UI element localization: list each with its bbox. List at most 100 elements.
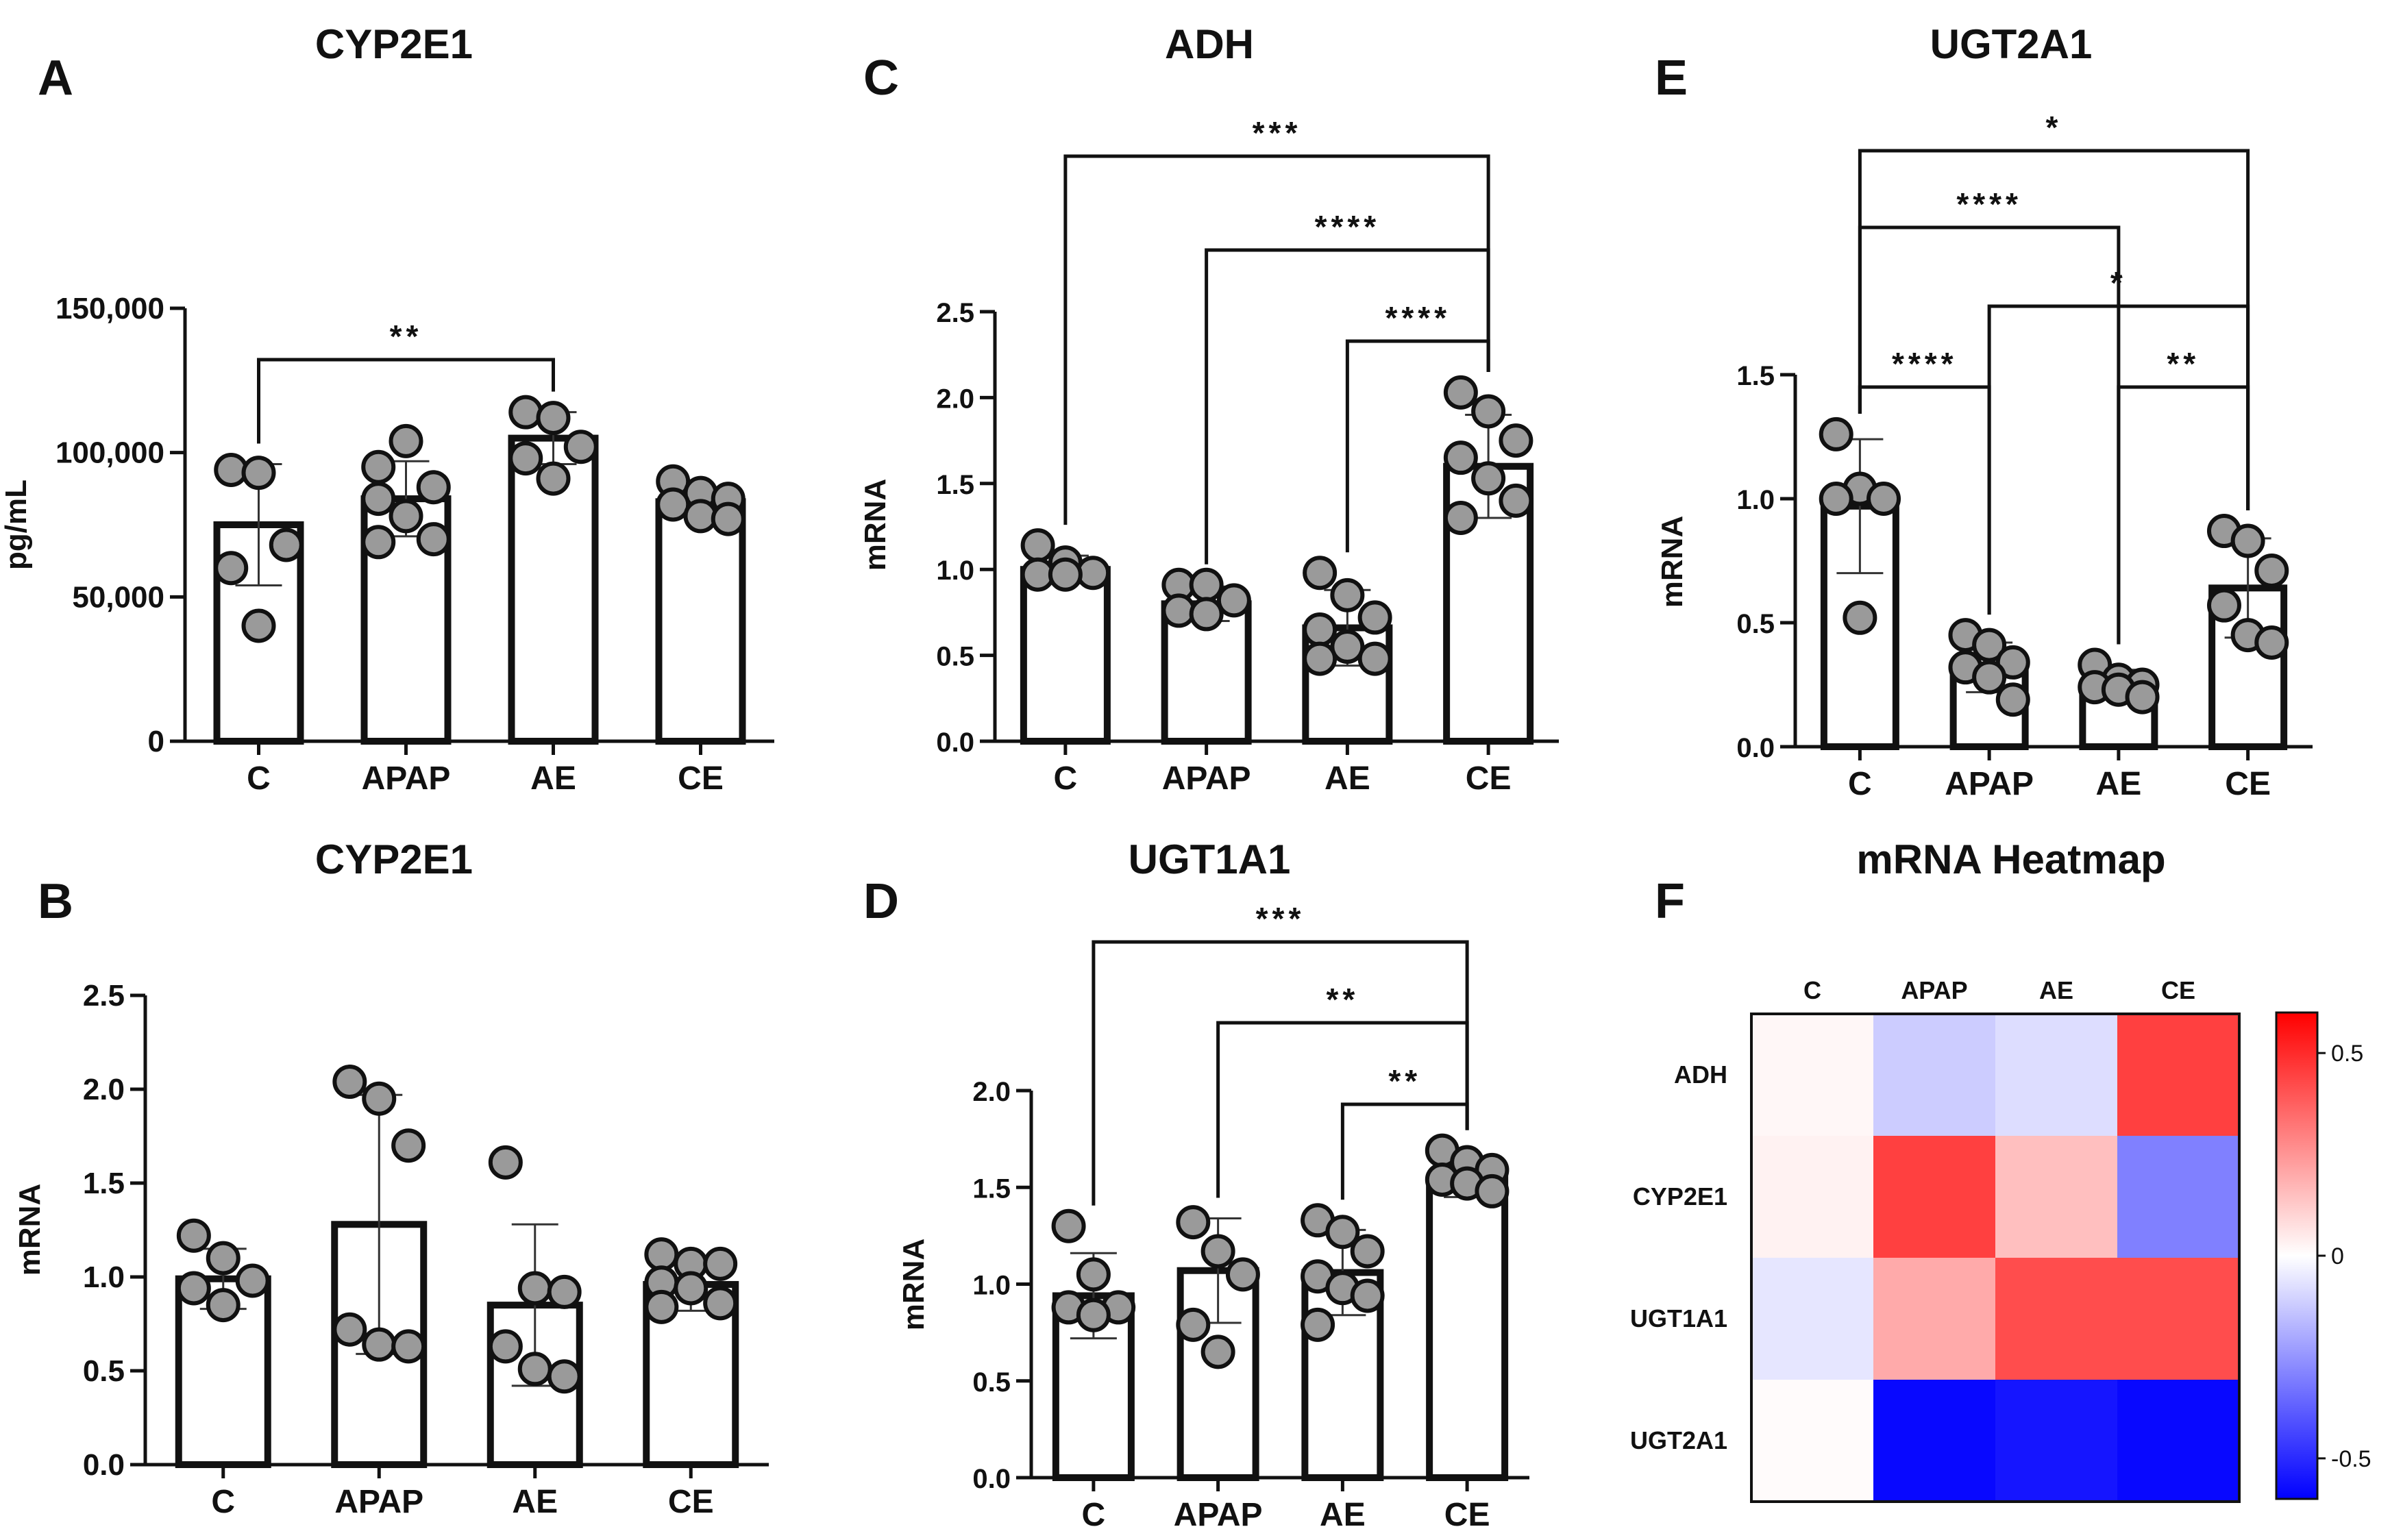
data-point <box>536 461 571 496</box>
data-point <box>1357 641 1392 676</box>
data-point <box>241 608 276 643</box>
data-point <box>517 1271 552 1306</box>
data-point <box>1443 440 1478 475</box>
y-tick-label: 0.5 <box>972 1367 1011 1398</box>
data-point <box>391 1329 426 1364</box>
heatmap-cell <box>1751 1014 1873 1136</box>
data-point <box>1972 660 2007 695</box>
data-point <box>361 482 396 517</box>
significance-label: ** <box>1326 982 1359 1017</box>
heatmap-cell <box>1995 1136 2117 1258</box>
x-tick-label: APAP <box>334 1484 423 1520</box>
data-point <box>1189 567 1224 602</box>
heatmap-column-label: CE <box>2161 976 2195 1004</box>
x-tick-label: AE <box>1320 1497 1366 1533</box>
x-tick-label: CE <box>668 1484 714 1520</box>
data-point <box>644 1289 679 1324</box>
heatmap-column-label: C <box>1803 976 1821 1004</box>
data-point <box>703 1246 738 1281</box>
y-tick-label: 1.0 <box>1736 485 1775 515</box>
data-point <box>1330 630 1365 665</box>
heatmap-cell <box>1995 1014 2117 1136</box>
y-tick-label: 100,000 <box>56 436 164 470</box>
data-point <box>332 1065 367 1100</box>
significance-label: ** <box>390 319 423 354</box>
y-axis-label: mRNA <box>1655 516 1689 608</box>
data-point <box>361 525 396 560</box>
data-point <box>361 449 396 484</box>
y-axis-label: pg/mL <box>0 480 33 570</box>
panel-label: E <box>1655 51 1688 105</box>
data-point <box>683 499 718 534</box>
data-point <box>1051 1208 1086 1243</box>
data-point <box>1176 1205 1211 1240</box>
heatmap-cell <box>1751 1380 1873 1502</box>
data-point <box>206 1241 241 1276</box>
significance-label: *** <box>1256 901 1305 936</box>
data-point <box>1995 682 2030 717</box>
x-tick-label: CE <box>2225 766 2271 802</box>
x-tick-label: APAP <box>1174 1497 1263 1533</box>
significance-bracket <box>1340 1102 1469 1200</box>
data-point <box>547 1359 582 1394</box>
data-point <box>488 1145 523 1180</box>
data-point <box>1819 417 1853 451</box>
x-tick-label: APAP <box>1162 760 1251 797</box>
data-point <box>1225 1257 1260 1292</box>
data-point <box>1499 423 1533 458</box>
data-point <box>1200 1334 1235 1369</box>
data-point <box>1471 394 1506 429</box>
heatmap-row-label: UGT2A1 <box>1630 1426 1727 1454</box>
bar <box>655 498 746 745</box>
data-point <box>1350 1278 1385 1313</box>
significance-label: **** <box>1385 300 1451 336</box>
x-tick-label: AE <box>530 760 576 797</box>
chart-title: mRNA Heatmap <box>1856 836 2165 882</box>
data-point <box>391 1128 426 1163</box>
data-point <box>1301 1307 1335 1342</box>
heatmap-cell <box>2117 1014 2239 1136</box>
data-point <box>176 1271 211 1306</box>
panel-label: D <box>863 874 899 929</box>
y-tick-label: 1.0 <box>972 1271 1011 1301</box>
data-point <box>1995 645 2030 680</box>
significance-label: *** <box>1253 115 1302 151</box>
x-tick-label: CE <box>678 760 724 797</box>
colorbar <box>2275 1011 2319 1500</box>
data-point <box>1048 557 1083 592</box>
data-point <box>536 401 571 436</box>
data-point <box>1189 597 1224 632</box>
y-tick-label: 1.5 <box>972 1173 1011 1204</box>
significance-label: * <box>2046 110 2062 145</box>
data-point <box>2254 553 2289 588</box>
chart-title: UGT1A1 <box>1129 836 1291 882</box>
data-point <box>389 499 423 534</box>
data-point <box>488 1329 523 1364</box>
y-tick-label: 0.0 <box>83 1448 125 1482</box>
chart-title: UGT2A1 <box>1930 21 2093 67</box>
data-point <box>1303 641 1338 676</box>
data-point <box>362 1327 397 1362</box>
y-tick-label: 2.5 <box>936 298 974 328</box>
data-point <box>1076 1297 1111 1332</box>
data-point <box>269 527 304 562</box>
heatmap-cell <box>1995 1258 2117 1380</box>
y-tick-label: 150,000 <box>56 292 164 325</box>
significance-bracket <box>1216 1021 1469 1198</box>
chart-title: ADH <box>1165 21 1254 67</box>
data-point <box>2254 625 2289 660</box>
significance-bracket <box>1858 385 1991 615</box>
panel-b: CYP2E1 B 0.0 0.5 1.0 1.5 2.0 2.5 mRNA C APAP AE CE <box>13 836 769 1520</box>
data-point <box>1161 593 1196 628</box>
heatmap-cell <box>1995 1380 2117 1502</box>
x-tick-label: AE <box>1325 760 1370 797</box>
data-point <box>1357 600 1392 635</box>
colorbar-tick-label: 0.5 <box>2331 1041 2363 1067</box>
x-tick-label: AE <box>2096 766 2142 802</box>
colorbar-tick-label: -0.5 <box>2331 1446 2371 1472</box>
significance-bracket <box>1205 248 1490 564</box>
data-point <box>508 441 543 476</box>
data-point <box>1843 600 1877 635</box>
y-tick-label: 0 <box>148 725 164 758</box>
